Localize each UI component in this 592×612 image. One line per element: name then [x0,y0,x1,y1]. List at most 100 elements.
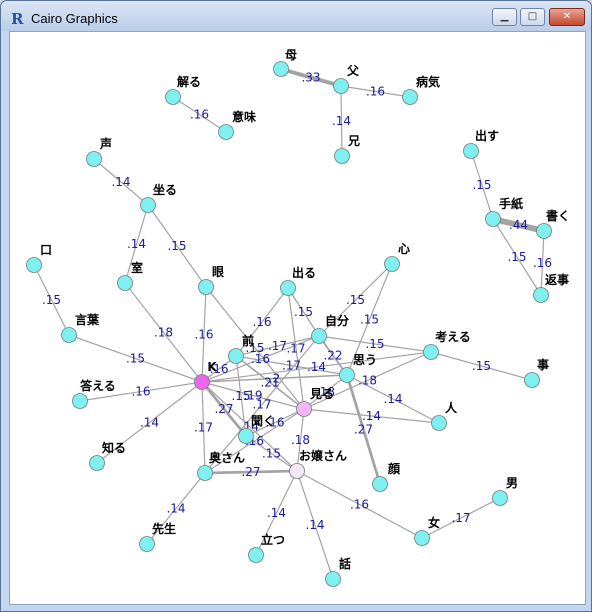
node-circle[interactable] [311,328,327,344]
close-button[interactable]: ✕ [549,8,585,26]
node-kao[interactable]: 顔 [372,461,401,492]
edge-kangaeru-K [201,351,432,383]
node-circle[interactable] [117,275,133,291]
node-circle[interactable] [372,476,388,492]
node-circle[interactable] [218,124,234,140]
node-ani[interactable]: 兄 [334,134,361,164]
node-chichi[interactable]: 父 [333,64,360,94]
title-bar[interactable]: R Cairo Graphics ▁ □ ✕ [1,1,591,31]
edge-tegami-henji [492,218,542,296]
node-circle[interactable] [536,223,552,239]
maximize-button[interactable]: □ [520,8,545,26]
node-shitsu[interactable]: 室 [117,260,144,291]
node-sensei[interactable]: 先生 [139,521,177,552]
node-circle[interactable] [296,401,312,417]
node-circle[interactable] [228,348,244,364]
node-circle[interactable] [414,530,430,546]
node-circle[interactable] [72,393,88,409]
edge-weight-label: .15 [245,341,264,355]
node-kokoro[interactable]: 心 [384,242,411,272]
node-koto[interactable]: 事 [524,357,550,388]
edge-weight-label: .17 [268,339,287,353]
node-hanashi[interactable]: 話 [325,556,352,587]
node-tokeru[interactable]: 解る [165,74,202,105]
edge-weight-label: .16 [190,108,209,122]
node-circle[interactable] [333,78,349,94]
node-jibun[interactable]: 自分 [311,313,350,344]
node-circle[interactable] [334,148,350,164]
node-circle[interactable] [402,89,418,105]
node-label: 坐る [153,182,177,197]
node-circle[interactable] [194,374,210,390]
edge-ojousan-hanashi [296,470,334,580]
node-shiru[interactable]: 知る [89,440,127,471]
node-circle[interactable] [339,367,355,383]
node-circle[interactable] [492,490,508,506]
edge-kangaeru-koto [430,351,533,381]
node-label: 室 [131,260,143,275]
node-circle[interactable] [140,197,156,213]
edge-ojousan-onna [296,470,423,539]
node-circle[interactable] [197,465,213,481]
node-koe[interactable]: 声 [86,136,113,167]
node-circle[interactable] [431,415,447,431]
node-dasu[interactable]: 出す [463,128,500,159]
node-hito[interactable]: 人 [431,400,458,431]
node-kotaeru[interactable]: 答える [72,378,116,409]
edge-tokeru-imi [172,96,227,133]
node-circle[interactable] [165,89,181,105]
node-haha[interactable]: 母 [273,48,298,77]
node-tegami[interactable]: 手紙 [485,196,524,227]
node-circle[interactable] [423,344,439,360]
edge-weight-label: .16 [350,498,369,512]
edge-suwaru-shitsu [124,204,149,284]
node-K[interactable]: K [194,360,218,390]
node-deru[interactable]: 出る [280,265,317,296]
node-byouki[interactable]: 病気 [402,74,441,105]
node-circle[interactable] [238,428,254,444]
node-okusan[interactable]: 奥さん [197,450,246,481]
node-circle[interactable] [248,547,264,563]
edge-weight-label: .44 [509,218,528,232]
node-circle[interactable] [198,279,214,295]
node-circle[interactable] [325,571,341,587]
node-label: 手紙 [499,196,523,211]
node-circle[interactable] [463,143,479,159]
node-me[interactable]: 眼 [198,265,225,295]
node-circle[interactable] [280,280,296,296]
node-label: 考える [435,329,471,344]
node-label: 自分 [325,313,349,328]
node-miru[interactable]: 見る [296,386,335,417]
node-circle[interactable] [524,372,540,388]
node-omou[interactable]: 思う [339,353,378,383]
node-mae[interactable]: 前 [228,333,255,364]
minimize-button[interactable]: ▁ [492,8,517,26]
node-circle[interactable] [384,256,400,272]
node-kiku[interactable]: 聞く [238,414,276,444]
node-circle[interactable] [289,463,305,479]
node-tatsu[interactable]: 立つ [248,532,286,563]
node-kotoba[interactable]: 言葉 [61,312,100,343]
node-henji[interactable]: 返事 [533,272,570,303]
node-circle[interactable] [89,455,105,471]
edge-weight-label: .18 [358,374,377,388]
node-kangaeru[interactable]: 考える [423,329,471,360]
node-circle[interactable] [273,61,289,77]
edge-deru-mae [235,287,289,357]
node-onna[interactable]: 女 [414,515,441,546]
node-circle[interactable] [86,151,102,167]
node-kaku[interactable]: 書く [536,208,571,239]
edge-weight-label: .14 [332,114,351,128]
node-otoko[interactable]: 男 [492,476,519,506]
node-circle[interactable] [533,287,549,303]
edge-weight-label: .17 [286,342,305,356]
node-circle[interactable] [61,327,77,343]
node-ojousan[interactable]: お嬢さん [289,448,348,479]
node-circle[interactable] [26,257,42,273]
node-kuchi[interactable]: 口 [26,243,53,273]
node-circle[interactable] [485,211,501,227]
node-suwaru[interactable]: 坐る [140,182,178,213]
node-imi[interactable]: 意味 [218,109,257,140]
node-circle[interactable] [139,536,155,552]
